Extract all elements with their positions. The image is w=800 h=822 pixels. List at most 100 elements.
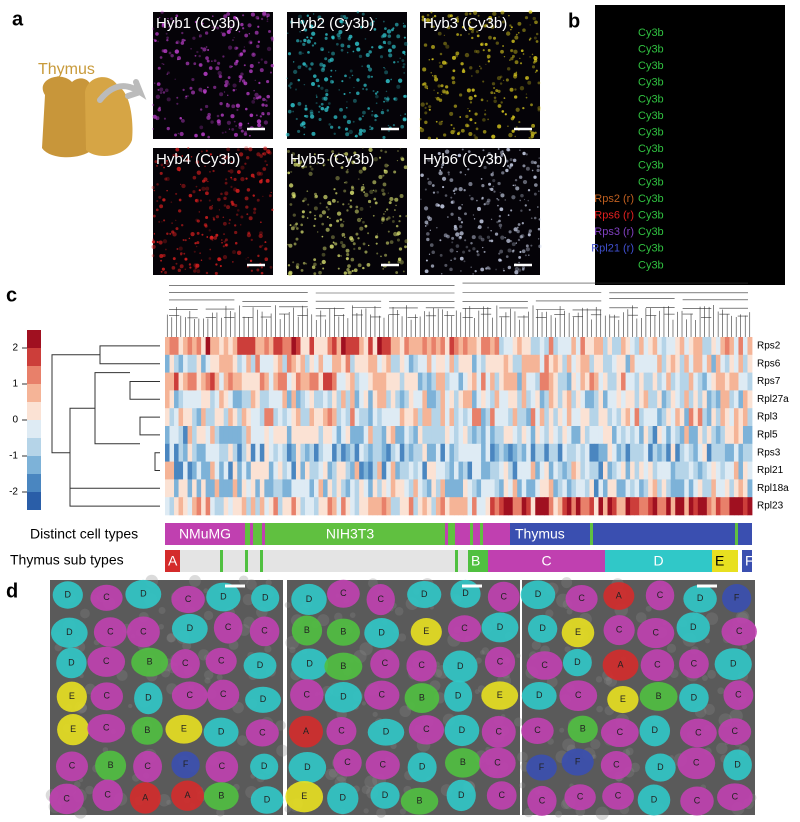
heatmap-cell bbox=[625, 479, 631, 498]
colorbar-tick-label: -2 bbox=[9, 487, 18, 498]
heatmap-cell bbox=[612, 461, 617, 480]
heatmap-cell bbox=[697, 408, 703, 427]
signal-spot bbox=[340, 48, 344, 52]
heatmap-cell bbox=[702, 354, 708, 373]
heatmap-cell bbox=[395, 479, 401, 498]
heatmap-cell bbox=[354, 408, 360, 427]
signal-spot bbox=[510, 26, 513, 29]
heatmap-cell bbox=[295, 372, 301, 391]
signal-spot bbox=[230, 176, 233, 179]
signal-spot bbox=[436, 227, 438, 229]
heatmap-cell bbox=[286, 497, 292, 516]
heatmap-cell bbox=[575, 390, 581, 409]
heatmap-cell bbox=[232, 426, 238, 445]
signal-spot bbox=[533, 59, 538, 63]
signal-spot bbox=[231, 127, 235, 131]
signal-spot bbox=[480, 98, 484, 102]
signal-spot bbox=[295, 237, 299, 241]
cell bbox=[676, 612, 710, 643]
signal-spot bbox=[235, 125, 238, 127]
signal-spot bbox=[362, 129, 366, 133]
signal-spot bbox=[425, 259, 428, 262]
signal-spot bbox=[287, 171, 291, 175]
signal-spot bbox=[424, 269, 429, 274]
cell-label: D bbox=[383, 727, 390, 737]
heatmap-cell bbox=[575, 479, 581, 498]
heatmap-cell bbox=[499, 443, 505, 462]
signal-spot bbox=[424, 225, 427, 227]
heatmap-cell bbox=[476, 390, 482, 409]
heatmap-cell bbox=[327, 443, 333, 462]
signal-spot bbox=[290, 226, 295, 231]
heatmap-cell bbox=[309, 354, 315, 373]
heatmap-cell bbox=[268, 443, 274, 462]
heatmap-cell bbox=[408, 479, 414, 498]
heatmap-cell bbox=[232, 497, 238, 516]
signal-spot bbox=[288, 183, 294, 188]
signal-spot bbox=[287, 243, 289, 246]
signal-spot bbox=[219, 92, 224, 97]
signal-spot bbox=[513, 49, 518, 54]
signal-spot bbox=[292, 213, 296, 217]
signal-spot bbox=[329, 223, 333, 227]
texture bbox=[666, 643, 677, 653]
heatmap-cell bbox=[413, 443, 419, 462]
signal-spot bbox=[344, 127, 349, 131]
signal-spot bbox=[382, 182, 387, 187]
heatmap-cell bbox=[580, 497, 586, 516]
heatmap-cell bbox=[670, 390, 676, 409]
heatmap-cell bbox=[467, 461, 473, 480]
signal-spot bbox=[490, 172, 494, 177]
signal-spot bbox=[394, 209, 396, 211]
signal-spot bbox=[293, 158, 297, 162]
cell bbox=[481, 716, 516, 748]
signal-spot bbox=[468, 194, 471, 197]
signal-spot bbox=[440, 84, 444, 88]
signal-spot bbox=[188, 237, 191, 240]
signal-spot bbox=[402, 65, 405, 69]
heatmap-cell bbox=[706, 497, 712, 516]
signal-spot bbox=[443, 90, 447, 94]
heatmap-cell bbox=[688, 372, 694, 391]
signal-spot bbox=[346, 267, 350, 272]
heatmap-cell bbox=[210, 443, 216, 462]
heatmap-cell bbox=[368, 461, 374, 480]
signal-spot bbox=[368, 244, 370, 247]
signal-spot bbox=[301, 165, 305, 169]
track-stripe bbox=[735, 523, 738, 545]
signal-spot bbox=[166, 190, 168, 192]
signal-spot bbox=[200, 259, 203, 261]
heatmap-cell bbox=[354, 479, 360, 498]
heatmap-cell bbox=[359, 354, 365, 373]
signal-spot bbox=[488, 163, 491, 165]
signal-spot bbox=[427, 158, 431, 162]
signal-spot bbox=[154, 82, 156, 84]
heatmap-cell bbox=[327, 461, 333, 480]
signal-spot bbox=[308, 67, 312, 71]
signal-spot bbox=[431, 184, 435, 187]
heatmap-cell bbox=[395, 443, 401, 462]
signal-spot bbox=[222, 162, 225, 165]
signal-spot bbox=[322, 64, 326, 68]
signal-spot bbox=[166, 36, 169, 40]
signal-spot bbox=[500, 10, 505, 15]
signal-spot bbox=[262, 167, 267, 171]
signal-spot bbox=[488, 187, 491, 190]
heatmap-cell bbox=[237, 337, 243, 356]
texture bbox=[359, 642, 373, 656]
cell-label: D bbox=[458, 790, 465, 800]
signal-spot bbox=[180, 224, 184, 227]
heatmap-cell bbox=[557, 390, 563, 409]
signal-spot bbox=[434, 97, 437, 99]
signal-spot bbox=[506, 67, 511, 71]
signal-spot bbox=[388, 53, 393, 58]
signal-spot bbox=[260, 178, 263, 182]
signal-spot bbox=[436, 96, 440, 101]
texture bbox=[289, 646, 296, 654]
signal-spot bbox=[212, 218, 216, 221]
cell bbox=[567, 715, 598, 744]
heatmap-cell bbox=[602, 408, 608, 427]
heatmap-cell bbox=[675, 497, 681, 516]
signal-spot bbox=[238, 30, 241, 33]
heatmap-cell bbox=[747, 461, 753, 480]
